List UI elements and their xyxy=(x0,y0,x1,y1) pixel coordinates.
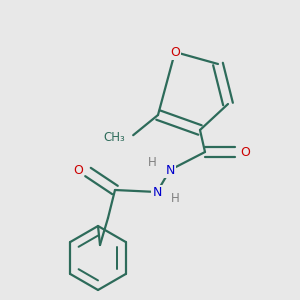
Text: O: O xyxy=(170,46,180,59)
Text: H: H xyxy=(171,191,179,205)
Text: O: O xyxy=(73,164,83,176)
Text: N: N xyxy=(165,164,175,176)
Text: CH₃: CH₃ xyxy=(103,131,125,144)
Text: H: H xyxy=(148,155,156,169)
Text: N: N xyxy=(152,185,162,199)
Text: O: O xyxy=(240,146,250,158)
